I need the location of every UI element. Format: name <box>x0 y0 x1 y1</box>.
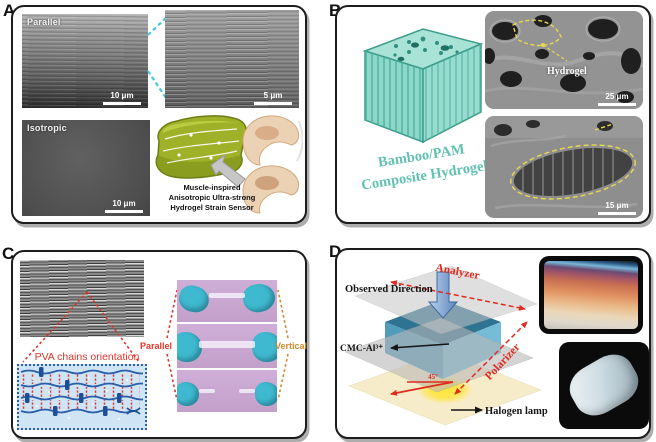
scale-bar-15um: 15 μm <box>598 201 636 215</box>
panel-d: Analyzer Polarizer 45° Observed Directio… <box>335 248 651 439</box>
observed-direction-label: Observed Direction <box>345 284 433 295</box>
arm-flex-illustration <box>242 115 303 214</box>
pva-chain-schematic <box>17 364 150 430</box>
glove <box>252 332 277 362</box>
vertical-label: Vertical <box>275 341 308 351</box>
scale-bar-25um: 25 μm <box>598 92 636 106</box>
zoom-connector-lines <box>147 15 169 102</box>
birefringence-photo <box>539 256 643 334</box>
sem-image-isotropic: Isotropic 10 μm <box>22 120 150 216</box>
chain-schematic-drawing <box>20 367 150 420</box>
bamboo-block-illustration <box>362 28 484 144</box>
angle-label: 45° <box>428 373 438 381</box>
glove <box>255 382 277 406</box>
sem-image-parallel: Parallel 10 μm <box>22 14 148 108</box>
panel-b: Bamboo/PAM Composite Hydrogel <box>335 5 651 224</box>
sem-image-pva-fibers <box>20 260 144 337</box>
sem-pores-texture <box>485 11 643 109</box>
hydrogel-film <box>199 389 215 393</box>
stretch-photo-2 <box>177 324 277 368</box>
analyzer-axis-arrow <box>390 280 526 311</box>
direction-arrow-icon <box>210 153 246 188</box>
connector-lines-overlay <box>22 289 289 401</box>
scale-bar-isotropic: 10 μm <box>105 199 143 213</box>
parallel-label: Parallel <box>140 341 173 351</box>
sample-label: CMC-Al³⁺ <box>340 344 383 354</box>
hydrogel-cylinder-sample <box>562 346 646 424</box>
hydrogel-annotation: Hydrogel <box>547 66 587 77</box>
angle-line <box>390 381 454 396</box>
stretch-photo-1 <box>177 280 277 322</box>
panel-a: Parallel 10 μm 5 μm Isotropic 10 μm <box>11 5 307 224</box>
panel-a-caption: Muscle-inspired Anisotropic Ultra-strong… <box>153 183 271 213</box>
halogen-lamp-label: Halogen lamp <box>485 406 548 417</box>
stretch-photo-strip <box>177 280 277 412</box>
sem-image-bamboo-channel: 15 μm <box>485 116 643 218</box>
hydrogel-film <box>209 293 245 298</box>
hydrogel-cylinder-photo <box>559 342 649 429</box>
scale-bar-zoom: 5 μm <box>254 91 292 105</box>
stretch-photo-3 <box>177 370 277 412</box>
pva-orientation-label: PVA chains orientation <box>34 351 140 363</box>
glove <box>177 332 202 362</box>
hydrogel-film <box>239 389 255 393</box>
hydrogel-film <box>199 341 255 348</box>
sample-pointer-line <box>390 343 450 352</box>
caption-line: Anisotropic Ultra-strong <box>168 193 256 203</box>
polarized-light-setup-diagram: Analyzer Polarizer 45° Observed Directio… <box>340 262 548 426</box>
sem-image-hydrogel-pores: Hydrogel 25 μm <box>485 11 643 109</box>
glove <box>240 280 277 316</box>
sem-isotropic-label: Isotropic <box>27 123 67 133</box>
sem-parallel-label: Parallel <box>27 17 61 27</box>
polarizer-axis-arrow <box>454 321 528 395</box>
iridescent-hydrogel-sample <box>544 261 638 329</box>
panel-c: PVA chains orientation <box>11 250 307 439</box>
sem-channel-texture <box>485 116 643 218</box>
sem-image-parallel-zoom: 5 μm <box>165 10 299 108</box>
caption-line: Hydrogel Strain Sensor <box>170 203 254 213</box>
glove <box>177 382 199 406</box>
scale-bar-parallel: 10 μm <box>103 91 141 105</box>
glove <box>177 282 212 316</box>
caption-line: Muscle-inspired <box>183 183 241 192</box>
